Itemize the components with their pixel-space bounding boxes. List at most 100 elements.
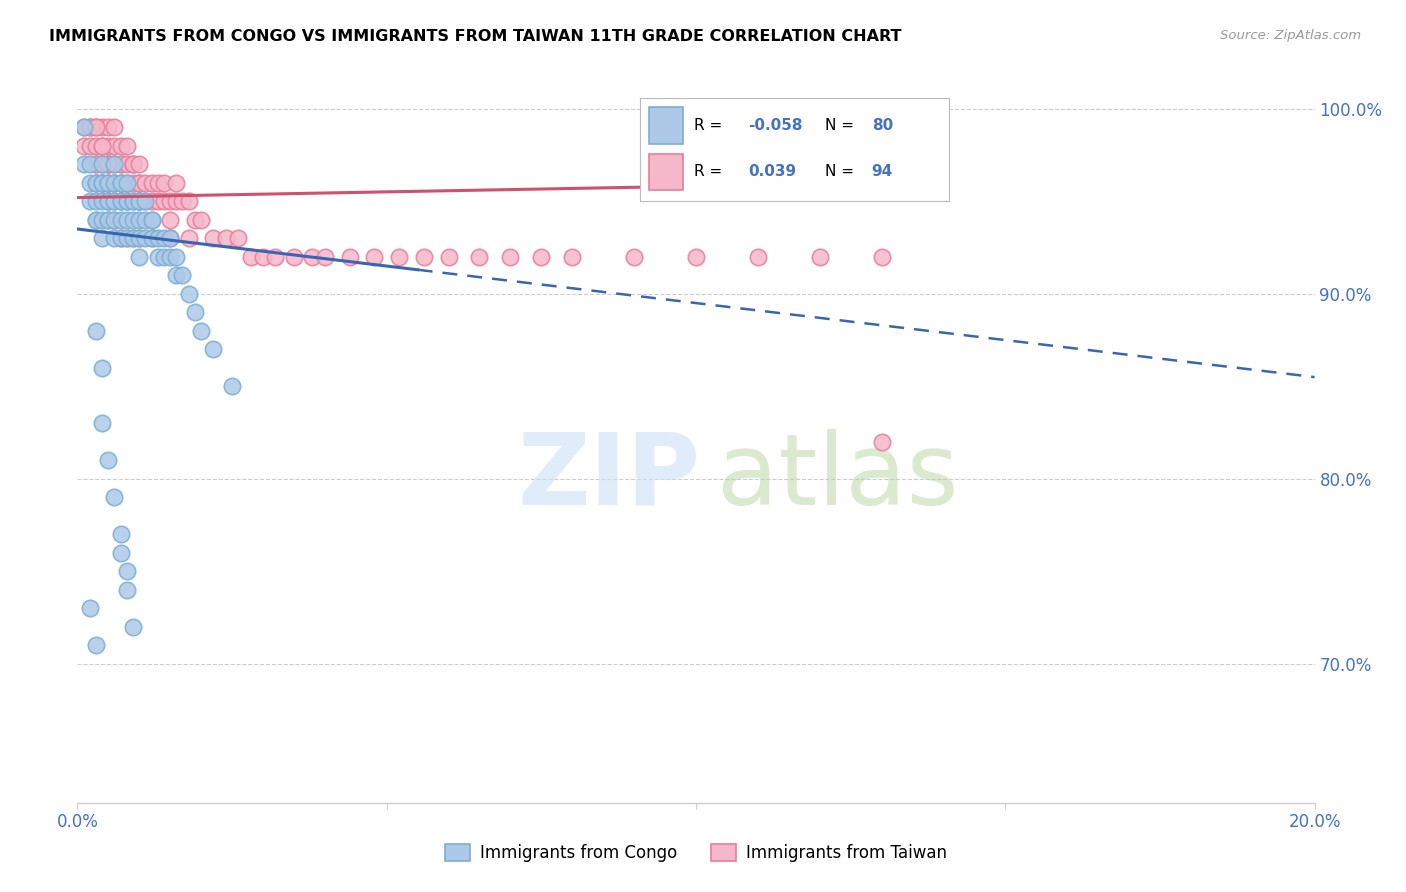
Point [84, 176, 107, 190]
Point [103, 212, 125, 227]
Point [84, 324, 107, 338]
Point [146, 250, 169, 264]
Point [115, 157, 138, 171]
Point [202, 343, 225, 357]
Point [110, 194, 132, 209]
Point [747, 250, 769, 264]
Text: IMMIGRANTS FROM CONGO VS IMMIGRANTS FROM TAIWAN 11TH GRADE CORRELATION CHART: IMMIGRANTS FROM CONGO VS IMMIGRANTS FROM… [49, 29, 901, 44]
Point [412, 250, 434, 264]
Point [159, 250, 181, 264]
Point [115, 176, 138, 190]
Point [264, 250, 287, 264]
Point [468, 250, 491, 264]
Point [91, 360, 114, 375]
Point [159, 212, 181, 227]
Point [115, 194, 138, 209]
Point [141, 231, 163, 245]
Point [122, 194, 145, 209]
Point [91, 176, 114, 190]
Point [153, 194, 176, 209]
Point [115, 231, 138, 245]
Point [283, 250, 305, 264]
Point [128, 176, 150, 190]
Point [103, 157, 125, 171]
Text: N =: N = [825, 119, 859, 133]
Point [226, 231, 249, 245]
Point [91, 194, 114, 209]
Point [79, 120, 101, 135]
Point [115, 176, 138, 190]
Point [146, 176, 169, 190]
Point [134, 231, 156, 245]
Point [91, 176, 114, 190]
Point [870, 250, 893, 264]
Point [97, 157, 120, 171]
Point [239, 250, 262, 264]
Point [97, 176, 120, 190]
Point [172, 268, 194, 283]
Point [128, 250, 150, 264]
Point [115, 212, 138, 227]
Point [110, 231, 132, 245]
FancyBboxPatch shape [650, 153, 683, 190]
Point [122, 231, 145, 245]
Point [128, 194, 150, 209]
Point [97, 176, 120, 190]
Point [91, 176, 114, 190]
Point [110, 176, 132, 190]
Point [91, 231, 114, 245]
Point [103, 176, 125, 190]
Point [215, 231, 238, 245]
Point [97, 212, 120, 227]
Point [122, 157, 145, 171]
Point [84, 212, 107, 227]
Point [128, 212, 150, 227]
FancyBboxPatch shape [650, 107, 683, 145]
Point [110, 527, 132, 541]
Point [153, 250, 176, 264]
Point [122, 157, 145, 171]
Text: 94: 94 [872, 164, 893, 179]
Point [530, 250, 553, 264]
Text: N =: N = [825, 164, 859, 179]
Point [97, 194, 120, 209]
Point [110, 194, 132, 209]
Point [165, 176, 187, 190]
Point [177, 286, 200, 301]
Point [252, 250, 274, 264]
Point [363, 250, 385, 264]
Point [122, 176, 145, 190]
Point [110, 176, 132, 190]
Point [141, 194, 163, 209]
Point [388, 250, 411, 264]
Point [184, 212, 207, 227]
Text: 80: 80 [872, 119, 893, 133]
Point [97, 453, 120, 467]
Point [301, 250, 323, 264]
Point [202, 231, 225, 245]
Point [91, 212, 114, 227]
Point [122, 194, 145, 209]
Point [134, 194, 156, 209]
Point [84, 176, 107, 190]
Point [172, 194, 194, 209]
Point [190, 212, 212, 227]
Point [103, 176, 125, 190]
Point [561, 250, 583, 264]
Point [115, 194, 138, 209]
Point [165, 194, 187, 209]
Point [221, 379, 243, 393]
Point [72, 120, 94, 135]
Point [110, 157, 132, 171]
Text: -0.058: -0.058 [748, 119, 803, 133]
Point [177, 194, 200, 209]
Point [79, 120, 101, 135]
Point [165, 268, 187, 283]
Point [84, 176, 107, 190]
Point [128, 231, 150, 245]
Text: R =: R = [695, 164, 733, 179]
Point [115, 231, 138, 245]
Point [84, 138, 107, 153]
Point [153, 231, 176, 245]
Point [84, 157, 107, 171]
